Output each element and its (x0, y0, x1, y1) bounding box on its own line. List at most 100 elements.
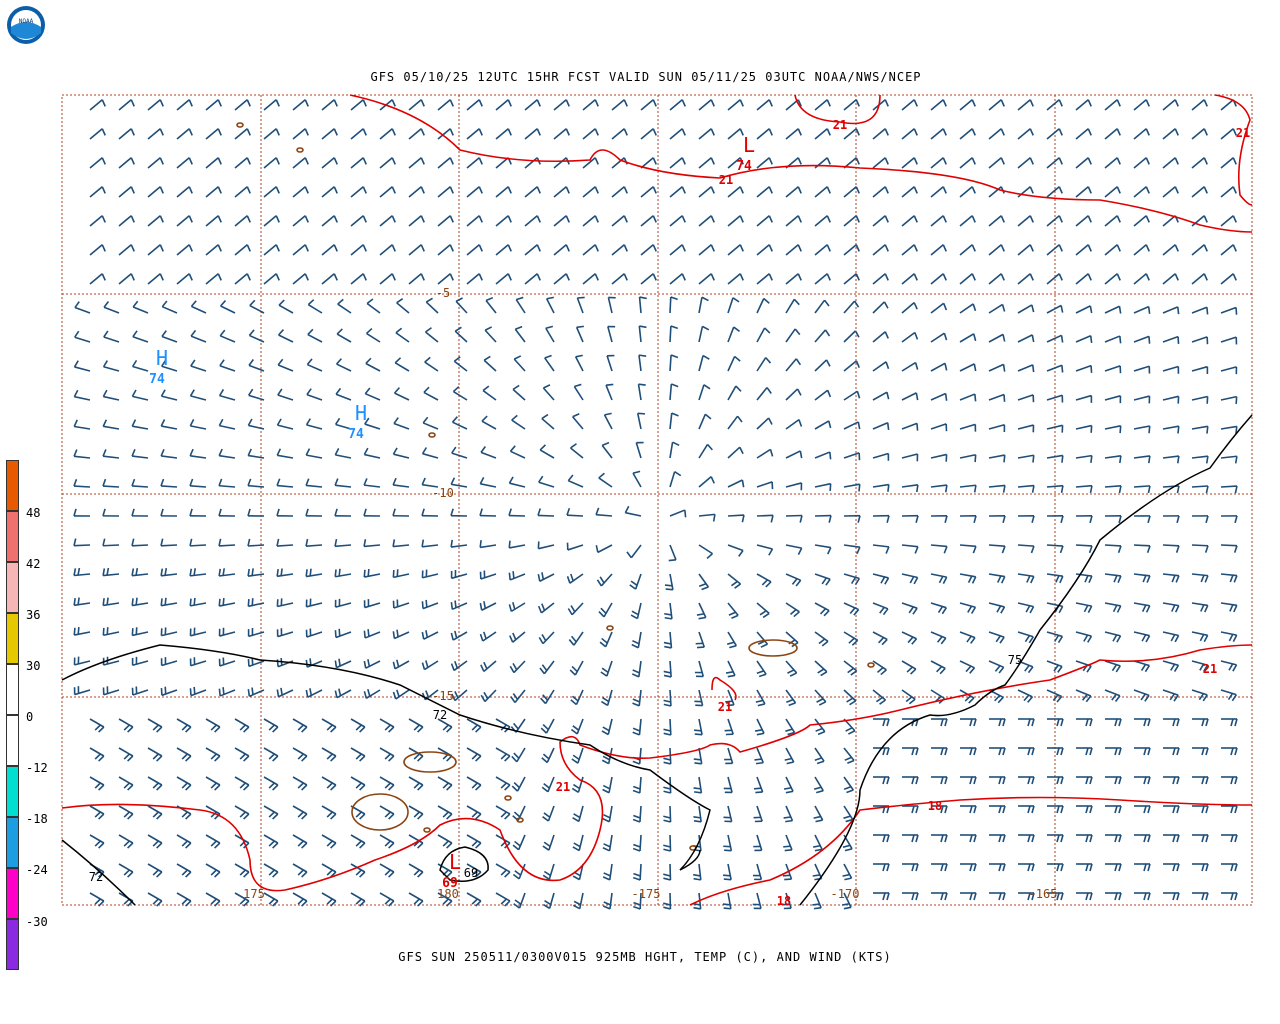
colorbar-segment (6, 511, 19, 562)
wind-barb (1046, 424, 1064, 433)
height-contour (61, 839, 136, 906)
wind-barb (1220, 336, 1238, 345)
colorbar-segment (6, 613, 19, 664)
wind-barb (901, 602, 918, 615)
wind-barb (1162, 244, 1179, 256)
wind-barb (723, 805, 733, 823)
wind-barb (1105, 776, 1122, 785)
wind-barb (698, 215, 715, 227)
wind-barb (930, 484, 948, 493)
wind-barb (1076, 892, 1093, 901)
wind-barb (756, 602, 770, 619)
wind-barb (495, 718, 511, 733)
wind-barb (814, 329, 831, 343)
wind-barb (959, 514, 977, 524)
wind-barb (611, 99, 628, 111)
wind-barb (752, 892, 762, 910)
wind-barb (1133, 335, 1151, 344)
wind-barb (132, 300, 149, 314)
wind-barb (570, 689, 584, 706)
wind-barb (1017, 364, 1035, 373)
wind-barb (408, 273, 425, 285)
wind-barb (785, 450, 803, 459)
wind-barb (118, 273, 135, 285)
wind-barb (813, 805, 824, 823)
wind-barb (959, 689, 975, 704)
colorbar-label: -30 (26, 915, 48, 929)
wind-barb (379, 186, 396, 198)
wind-barb (582, 244, 599, 256)
wind-barb (553, 186, 570, 198)
wind-barb (321, 128, 338, 140)
wind-barb (669, 186, 686, 198)
wind-barb (102, 389, 120, 401)
wind-barb (1221, 892, 1238, 901)
wind-barb (607, 325, 616, 343)
wind-barb (543, 892, 555, 910)
wind-barb (1046, 304, 1064, 314)
wind-barb (785, 244, 802, 256)
wind-barb (1017, 454, 1035, 463)
wind-barb (727, 326, 741, 343)
wind-barb (785, 388, 802, 401)
small-island (516, 817, 524, 823)
wind-barb (483, 355, 497, 372)
wind-barb (365, 327, 381, 343)
wind-barb (205, 863, 221, 878)
wind-barb (611, 157, 628, 169)
wind-barb (1104, 335, 1122, 344)
wind-barb (247, 448, 265, 459)
wind-barb (959, 573, 977, 584)
wind-barb (1047, 863, 1064, 872)
wind-barb (363, 478, 381, 488)
wind-barb (631, 631, 642, 649)
wind-barb (189, 538, 207, 547)
wind-barb (843, 390, 861, 401)
wind-barb (568, 631, 584, 646)
wind-barb (611, 273, 628, 285)
wind-barb (234, 186, 251, 198)
wind-barb (363, 568, 381, 578)
wind-barb (901, 514, 919, 523)
wind-barb (1075, 244, 1092, 256)
wind-barb (350, 776, 366, 791)
wind-barb (1134, 805, 1151, 814)
wind-barb (147, 128, 164, 140)
wind-barb (248, 388, 265, 401)
wind-barb (698, 513, 716, 522)
wind-barb (931, 892, 948, 901)
wind-barb (582, 99, 599, 111)
wind-barb (437, 273, 454, 285)
wind-barb (437, 157, 454, 169)
temperature-contour (1214, 94, 1253, 206)
wind-barb (602, 892, 613, 910)
wind-barb (480, 689, 497, 703)
wind-barb (89, 215, 106, 227)
wind-barb (553, 157, 570, 169)
wind-barb (131, 656, 149, 667)
wind-barb (785, 689, 797, 707)
wind-barb (756, 417, 773, 430)
wind-barb (364, 387, 381, 401)
temperature-label: 21 (718, 700, 732, 714)
wind-barb (602, 834, 613, 852)
wind-barb (466, 747, 482, 762)
wind-barb (1191, 99, 1208, 111)
wind-barb (1046, 631, 1064, 644)
wind-barb (814, 186, 831, 198)
wind-barb (574, 354, 584, 372)
wind-barb (607, 296, 616, 314)
wind-barb (1017, 394, 1035, 403)
wind-barb (1191, 544, 1209, 553)
longitude-label: 180 (437, 887, 459, 901)
wind-barb (553, 99, 570, 111)
wind-barb (814, 718, 826, 736)
wind-barb (988, 602, 1006, 614)
wind-barb (1192, 863, 1209, 872)
wind-barb (624, 505, 642, 517)
wind-barb (1191, 244, 1208, 256)
wind-barb (118, 776, 134, 791)
wind-barb (843, 452, 861, 461)
wind-barb (437, 805, 453, 820)
wind-barb (350, 244, 367, 256)
